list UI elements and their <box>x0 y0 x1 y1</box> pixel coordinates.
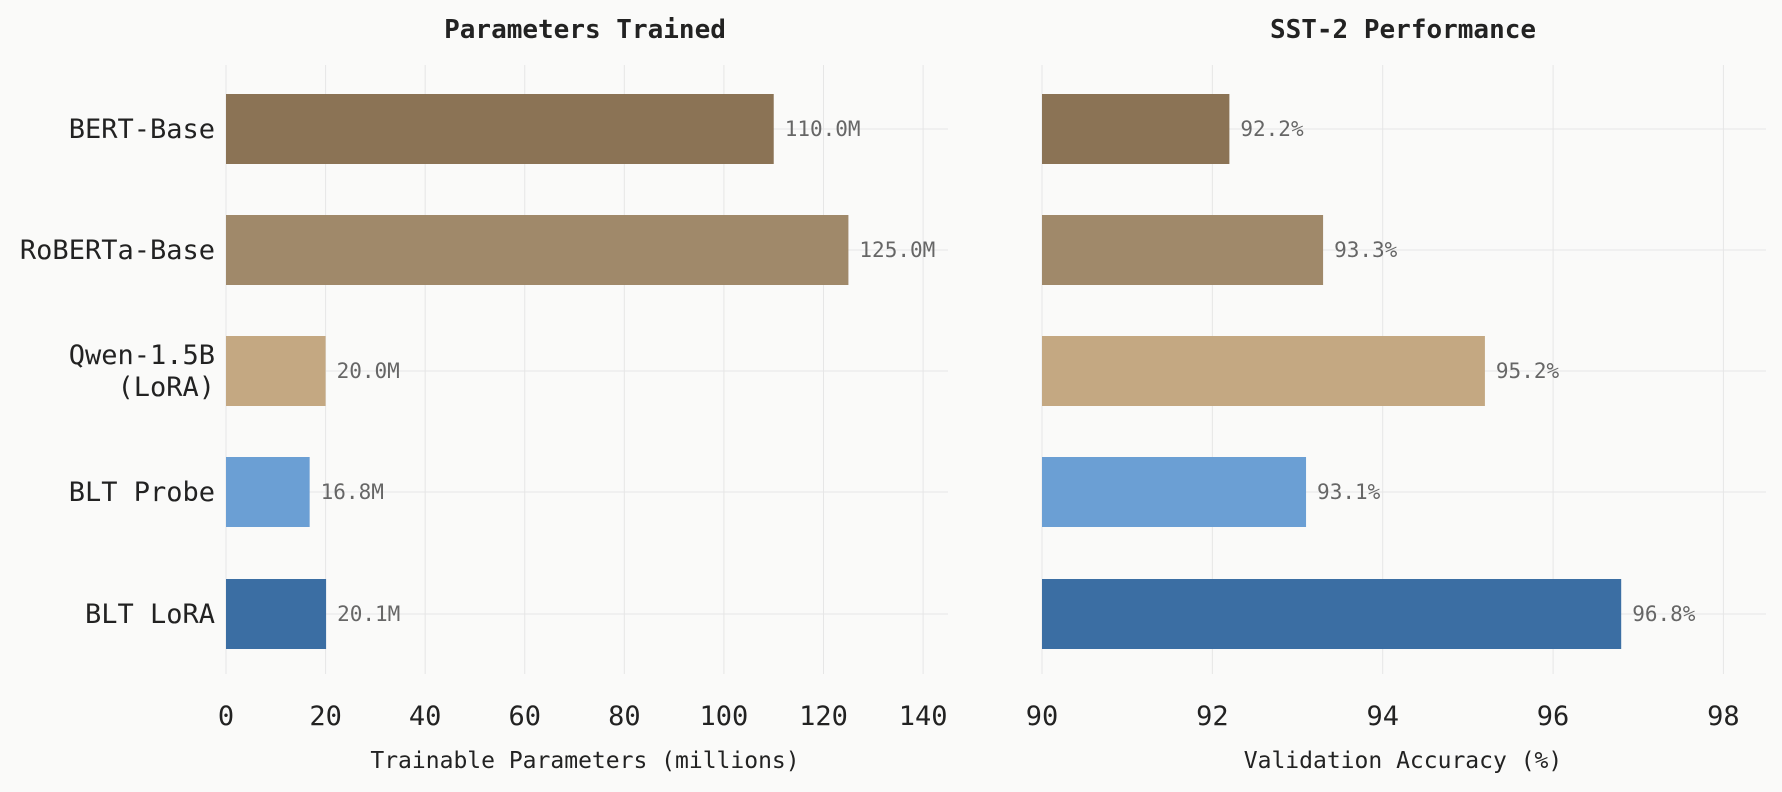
parameters-x-tick-label: 60 <box>509 701 542 732</box>
parameters-x-tick-label: 80 <box>608 701 641 732</box>
parameters-x-tick-label: 0 <box>218 701 234 732</box>
accuracy-chart-panel: SST-2 Performance 92.2% 93.3% 95.2% 93.1% 96… <box>1026 15 1766 774</box>
accuracy-x-tick-label: 96 <box>1537 701 1570 732</box>
parameters-value-label-blt-probe: 16.8M <box>321 480 384 504</box>
category-label-qwen-1-5b-lora: Qwen-1.5B <box>69 340 215 371</box>
parameters-x-tick-label: 40 <box>409 701 442 732</box>
accuracy-bars: 92.2% 93.3% 95.2% 93.1% 96.8% <box>1042 94 1696 649</box>
accuracy-chart-title: SST-2 Performance <box>1270 15 1536 45</box>
accuracy-bar-qwen-1-5b-lora <box>1042 336 1485 406</box>
accuracy-x-tick-label: 94 <box>1366 701 1399 732</box>
accuracy-x-tick-label: 98 <box>1707 701 1740 732</box>
parameters-x-tick-label: 120 <box>799 701 848 732</box>
parameters-bar-blt-lora <box>226 579 327 649</box>
accuracy-bar-blt-lora <box>1042 579 1622 649</box>
accuracy-x-tick-label: 92 <box>1196 701 1229 732</box>
parameters-bar-roberta-base <box>226 215 849 285</box>
accuracy-value-label-qwen-1-5b-lora: 95.2% <box>1496 359 1560 383</box>
parameters-x-ticks: 0 20 40 60 80 100 120 140 <box>218 701 948 732</box>
parameters-bar-blt-probe <box>226 457 310 527</box>
parameters-value-label-qwen-1-5b-lora: 20.0M <box>337 359 400 383</box>
accuracy-value-label-bert-base: 92.2% <box>1240 117 1304 141</box>
accuracy-bar-blt-probe <box>1042 457 1307 527</box>
parameters-bar-bert-base <box>226 94 774 164</box>
accuracy-bar-bert-base <box>1042 94 1230 164</box>
category-label-bert-base: BERT-Base <box>69 114 215 145</box>
parameters-x-tick-label: 140 <box>899 701 948 732</box>
accuracy-x-axis-label: Validation Accuracy (%) <box>1244 748 1563 774</box>
category-label-roberta-base: RoBERTa-Base <box>20 235 215 266</box>
parameters-x-tick-label: 20 <box>309 701 342 732</box>
parameters-value-label-roberta-base: 125.0M <box>859 238 935 262</box>
parameters-chart-title: Parameters Trained <box>444 15 726 45</box>
accuracy-bar-roberta-base <box>1042 215 1324 285</box>
parameters-category-labels: BERT-Base RoBERTa-Base Qwen-1.5B(LoRA) BLT … <box>20 114 215 630</box>
accuracy-value-label-roberta-base: 93.3% <box>1334 238 1398 262</box>
accuracy-value-label-blt-lora: 96.8% <box>1632 602 1696 626</box>
accuracy-x-ticks: 90 92 94 96 98 <box>1026 701 1740 732</box>
category-label-blt-probe: BLT Probe <box>69 477 215 508</box>
parameters-chart-panel: Parameters Trained 110.0M 125.0M 20.0M 16.8… <box>20 15 948 774</box>
category-label-qwen-1-5b-lora: (LoRA) <box>117 372 215 403</box>
parameters-value-label-bert-base: 110.0M <box>785 117 861 141</box>
parameters-x-tick-label: 100 <box>700 701 749 732</box>
accuracy-value-label-blt-probe: 93.1% <box>1317 480 1381 504</box>
category-label-blt-lora: BLT LoRA <box>85 599 215 630</box>
parameters-bar-qwen-1-5b-lora <box>226 336 326 406</box>
parameters-value-label-blt-lora: 20.1M <box>337 602 400 626</box>
parameters-x-axis-label: Trainable Parameters (millions) <box>370 748 799 774</box>
accuracy-x-tick-label: 90 <box>1026 701 1059 732</box>
parameters-bars: 110.0M 125.0M 20.0M 16.8M 20.1M <box>226 94 935 649</box>
